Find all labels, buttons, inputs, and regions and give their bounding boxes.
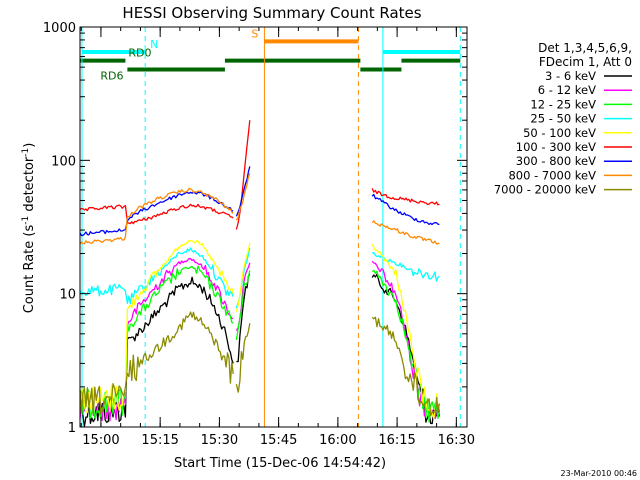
series-line-3-6-kev [79, 276, 234, 428]
x-tick-label: 15:15 [141, 433, 178, 448]
chart-title: HESSI Observing Summary Count Rates [122, 4, 421, 22]
series-12-25-kev [79, 265, 441, 423]
y-axis-label: Count Rate (s-1 detector-1) [21, 143, 37, 314]
x-tick-label: 15:30 [201, 433, 238, 448]
series-line-800-7000-kev [79, 187, 234, 245]
series-line-800-7000-kev [235, 173, 251, 221]
series-50-100-kev [79, 239, 440, 419]
series-100-300-kev [79, 120, 440, 230]
flag-label-rd6: RD6 [100, 70, 123, 83]
series-line-100-300-kev [235, 120, 251, 230]
y-tick-label: 1000 [43, 21, 76, 36]
x-axis-label: Start Time (15-Dec-06 14:54:42) [174, 456, 386, 471]
x-axis: 15:00 15:15 15:30 15:45 16:00 16:15 16:30 [80, 27, 475, 448]
y-tick-label: 10 [59, 288, 76, 303]
series-line-12-25-kev [79, 265, 234, 419]
legend-label-50-100-kev: 50 - 100 keV [523, 126, 596, 140]
series-7000-20000-kev [79, 311, 441, 417]
series-line-50-100-kev [79, 239, 234, 413]
series-line-7000-20000-kev [79, 311, 234, 416]
series-line-12-25-kev [371, 269, 441, 423]
legend-label-25-50-kev: 25 - 50 keV [530, 112, 596, 126]
y-tick-label: 100 [51, 154, 76, 169]
legend-label-800-7000-kev: 800 - 7000 keV [508, 168, 596, 182]
event-marker-lines [81, 27, 461, 427]
legend-label-7000-20000-kev: 7000 - 20000 keV [494, 183, 596, 197]
y-tick-label: 1 [68, 421, 76, 436]
y-axis: 1 10 100 1000 [43, 21, 467, 436]
legend-label-12-25-kev: 12 - 25 keV [530, 97, 596, 111]
legend-header-line: Det 1,3,4,5,6,9, [538, 41, 632, 55]
series-line-50-100-kev [235, 242, 251, 312]
series-line-100-300-kev [79, 203, 234, 225]
series-line-300-800-kev [235, 166, 251, 217]
y-axis-label-mid: detector [22, 156, 37, 216]
series-line-800-7000-kev [371, 220, 440, 245]
series-line-300-800-kev [371, 193, 440, 226]
series-line-7000-20000-kev [371, 316, 441, 417]
x-tick-label: 15:45 [260, 433, 297, 448]
plot-frame [79, 26, 468, 428]
y-axis-label-end: ) [22, 143, 37, 148]
series-layer [79, 120, 441, 428]
legend-label-100-300-kev: 100 - 300 keV [516, 140, 596, 154]
series-line-50-100-kev [371, 243, 440, 419]
y-axis-label-sup1: -1 [21, 216, 31, 225]
legend-label-6-12-kev: 6 - 12 keV [538, 83, 596, 97]
legend-label-3-6-kev: 3 - 6 keV [545, 69, 596, 83]
x-tick-label: 16:30 [438, 433, 475, 448]
plot-timestamp: 23-Mar-2010 00:46 [561, 469, 638, 478]
x-tick-label: 16:00 [319, 433, 356, 448]
legend: Det 1,3,4,5,6,9,FDecim 1, Att 03 - 6 keV… [494, 41, 632, 197]
x-tick-label: 16:15 [378, 433, 415, 448]
x-tick-label: 15:00 [82, 433, 119, 448]
flag-label-rd0: RD0 [128, 47, 151, 60]
series-line-12-25-kev [235, 270, 251, 340]
series-line-7000-20000-kev [235, 323, 251, 393]
flag-label-s: S [251, 27, 258, 40]
series-800-7000-kev [79, 173, 440, 245]
flag-label-n: N [150, 38, 158, 51]
y-axis-label-sup2: -1 [21, 148, 31, 157]
legend-label-300-800-kev: 300 - 800 keV [516, 154, 596, 168]
y-axis-label-main: Count Rate (s [22, 225, 37, 314]
series-line-100-300-kev [371, 188, 440, 206]
legend-header-line: FDecim 1, Att 0 [539, 55, 632, 69]
